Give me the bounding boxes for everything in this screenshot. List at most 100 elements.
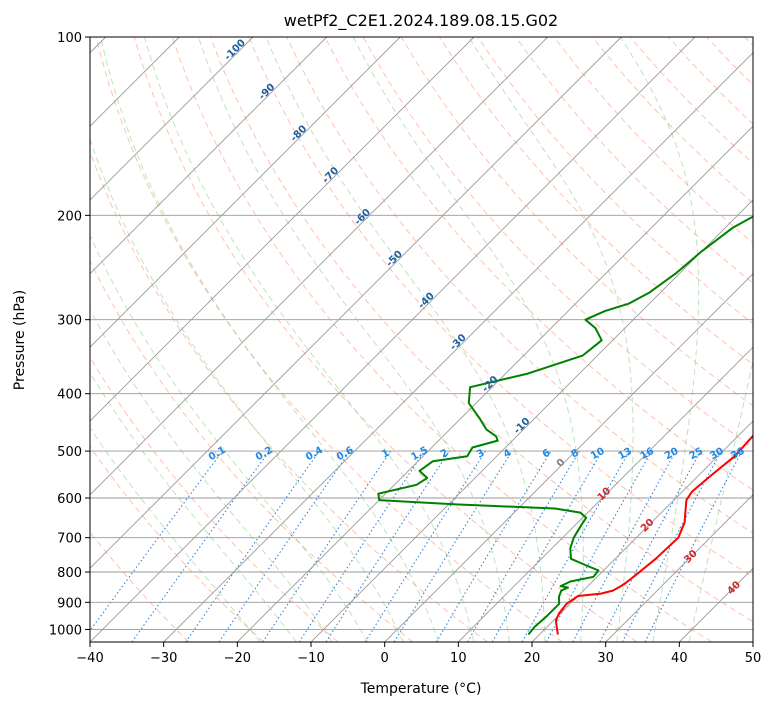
dry-adiabat-label: -100 — [222, 37, 248, 63]
dry-adiabat-line — [95, 37, 563, 642]
mixing-ratio-line — [545, 450, 653, 642]
dry-adiabat-label: -20 — [480, 374, 501, 395]
moist-adiabat-line — [90, 371, 297, 642]
x-tick-label: 0 — [381, 651, 389, 666]
x-tick-label: −10 — [297, 651, 324, 666]
y-tick-label: 200 — [57, 209, 82, 224]
moist-adiabat-line — [100, 37, 439, 642]
x-tick-label: −20 — [224, 651, 251, 666]
isotherm-line — [310, 199, 753, 642]
mixing-ratio-label: 6 — [541, 448, 553, 461]
mixing-ratio-line — [521, 450, 630, 642]
dry-adiabat-label: -10 — [512, 416, 533, 437]
mixing-ratio-label: 3 — [475, 448, 487, 461]
x-axis-ticks: −40 −30 −20 −10 0 10 20 30 40 50 — [76, 642, 761, 666]
dry-adiabat-line — [90, 356, 339, 642]
mixing-ratio-line — [218, 450, 351, 642]
dry-adiabat-line — [90, 531, 190, 642]
mixing-ratio-line — [644, 450, 743, 642]
isotherm-line — [90, 37, 328, 275]
dry-adiabat-line — [706, 37, 753, 86]
background-lines — [90, 37, 753, 642]
moist-adiabat-line — [620, 37, 700, 642]
x-tick-label: 30 — [597, 651, 614, 666]
dry-adiabat-line — [90, 150, 488, 642]
mixing-ratio-label: 30 — [708, 446, 726, 463]
y-tick-label: 1000 — [49, 623, 82, 638]
x-tick-label: 50 — [745, 651, 762, 666]
line-labels: 0.1 0.2 0.4 0.6 1 1.5 2 3 4 6 8 10 13 16 20 25 30 36-100-… — [207, 37, 747, 597]
mixing-ratio-label: 20 — [663, 446, 681, 463]
mixing-ratio-label: 13 — [616, 446, 634, 463]
moist-adiabat-line — [265, 37, 546, 642]
dry-adiabat-label: -30 — [448, 332, 469, 353]
dry-adiabat-line — [591, 37, 753, 204]
mixing-ratio-label: 0.4 — [304, 445, 325, 463]
dry-adiabat-label: 0 — [555, 457, 568, 470]
dry-adiabat-line — [324, 37, 753, 491]
isotherm-line — [90, 37, 254, 201]
isotherm-line — [531, 420, 753, 642]
mixing-ratio-label: 1 — [380, 448, 392, 461]
isotherm-line — [457, 346, 753, 642]
dry-adiabat-line — [90, 445, 264, 642]
mixing-ratio-label: 25 — [688, 446, 706, 463]
mixing-ratio-line — [599, 450, 701, 642]
dry-adiabat-line — [668, 37, 753, 125]
isotherm-line — [90, 37, 549, 496]
x-axis-title: Temperature (°C) — [360, 681, 482, 697]
x-tick-label: 20 — [524, 651, 541, 666]
x-tick-label: −40 — [76, 651, 103, 666]
x-tick-label: −30 — [150, 651, 177, 666]
dry-adiabat-label: -90 — [257, 82, 278, 103]
dry-adiabat-label: -40 — [416, 291, 437, 312]
mixing-ratio-label: 1.5 — [409, 445, 430, 463]
moist-adiabat-line — [352, 37, 584, 642]
moist-adiabat-line — [144, 37, 475, 642]
temperature-line — [554, 434, 753, 635]
dewpoint-line — [377, 215, 753, 636]
isotherm-line — [90, 37, 475, 422]
mixing-ratio-label: 16 — [639, 446, 657, 463]
y-axis-title: Pressure (hPa) — [12, 290, 28, 390]
mixing-ratio-line — [572, 450, 677, 642]
y-tick-label: 600 — [57, 492, 82, 507]
mixing-ratio-label: 10 — [589, 446, 607, 463]
mixing-ratio-label: 2 — [439, 448, 451, 461]
isotherm-line — [236, 125, 753, 642]
mixing-ratio-label: 8 — [569, 448, 581, 461]
chart-title: wetPf2_C2E1.2024.189.08.15.G02 — [284, 11, 558, 31]
mixing-ratio-label: 0.1 — [207, 445, 228, 463]
series-lines — [377, 215, 753, 636]
moist-adiabat-line — [90, 426, 261, 642]
isotherm-line — [90, 37, 696, 642]
y-tick-label: 500 — [57, 445, 82, 460]
dry-adiabat-line — [133, 37, 638, 642]
isotherm-line — [605, 494, 753, 642]
moist-adiabat-line — [197, 37, 510, 642]
mixing-ratio-line — [435, 450, 552, 642]
moist-adiabat-line — [468, 37, 634, 642]
dry-adiabat-line — [286, 37, 753, 534]
y-axis-ticks: 1000 900 800 700 600 500 400 300 200 100 — [49, 31, 90, 638]
y-tick-label: 300 — [57, 314, 82, 329]
y-tick-label: 800 — [57, 566, 82, 581]
mixing-ratio-line — [298, 450, 425, 642]
y-tick-label: 400 — [57, 388, 82, 403]
mixing-ratio-line — [393, 450, 513, 642]
mixing-ratio-line — [131, 450, 270, 642]
isotherm-line — [163, 52, 753, 642]
dry-adiabat-label: 10 — [596, 486, 614, 504]
dry-adiabat-line — [90, 259, 414, 642]
x-tick-label: 10 — [450, 651, 467, 666]
isotherm-line — [752, 641, 753, 642]
dry-adiabat-line — [210, 37, 753, 623]
y-tick-label: 100 — [57, 31, 82, 46]
grid-lines — [90, 37, 753, 642]
isotherm-line — [90, 37, 401, 348]
dry-adiabat-line — [515, 37, 753, 284]
moist-adiabat-line — [688, 358, 753, 642]
dry-adiabat-line — [171, 37, 712, 642]
